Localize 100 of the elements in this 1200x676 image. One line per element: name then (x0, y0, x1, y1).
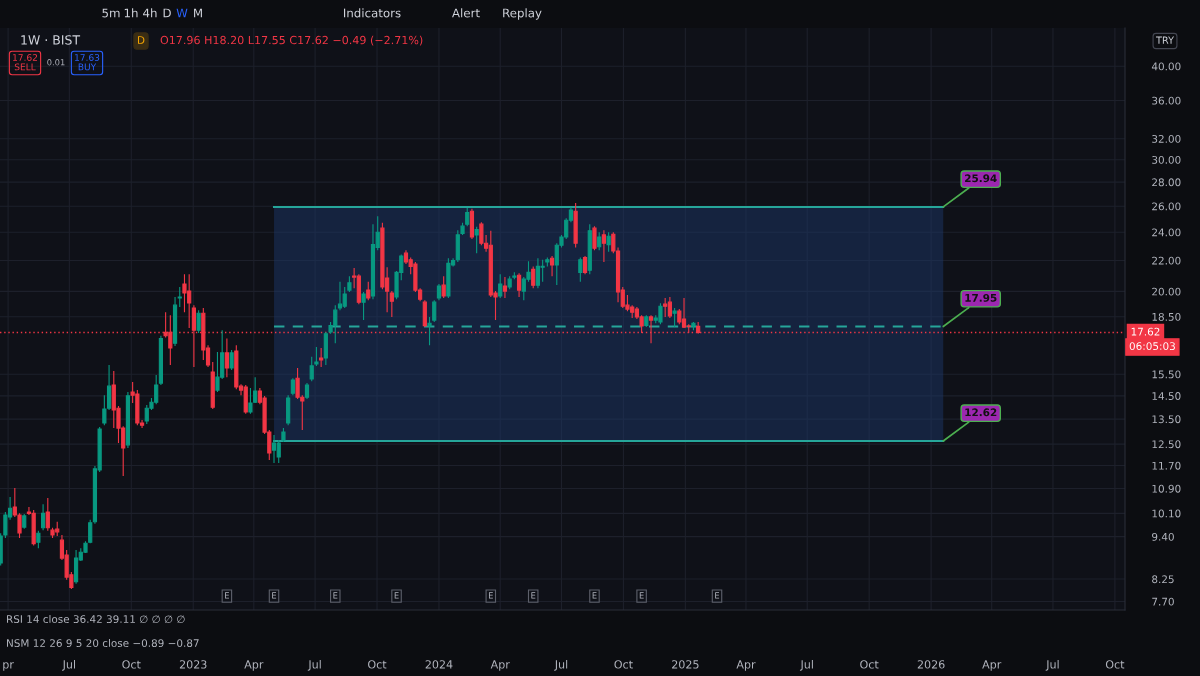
candlestick (460, 222, 465, 236)
candlestick (271, 434, 277, 464)
y-tick-label: 9.40 (1152, 532, 1174, 541)
candlestick (601, 229, 607, 263)
candlestick (498, 273, 503, 299)
candlestick (592, 225, 597, 251)
candlestick (304, 382, 310, 400)
candlestick (681, 297, 687, 329)
annotation: E (225, 592, 229, 599)
candlestick (441, 275, 446, 299)
x-tick-label: Jul (1045, 660, 1059, 671)
text: NSM 12 26 9 5 20 close −0.89 −0.87 (7, 638, 199, 648)
text: O17.96 H18.20 L17.55 C17.62 −0.49 (−2.71%) (160, 35, 423, 46)
text: Alert (452, 8, 480, 18)
candlestick (582, 255, 588, 275)
y-tick-label: 7.70 (1152, 597, 1174, 606)
candlestick (314, 346, 319, 367)
x-tick-label: Oct (368, 660, 387, 669)
candlestick (672, 307, 677, 328)
x-tick-label: pr (3, 662, 14, 671)
text: Indicators (344, 8, 401, 18)
x-tick-label: Jul (554, 660, 568, 671)
annotation: 17.95 (965, 293, 997, 302)
candlestick (40, 503, 46, 531)
candlestick (644, 314, 649, 328)
y-tick-label: 20.00 (1152, 287, 1181, 296)
candlestick (578, 256, 583, 283)
x-tick-label: Apr (982, 660, 1002, 671)
annotation: E (715, 592, 720, 599)
x-tick-label: Oct (614, 660, 633, 669)
x-tick-label: Apr (736, 660, 756, 671)
y-tick-label: 30.00 (1152, 155, 1181, 164)
y-tick-label: 13.50 (1152, 415, 1181, 424)
candlestick (573, 202, 578, 248)
candlestick (361, 291, 366, 321)
ref-line-label: 17.62 (1131, 327, 1160, 336)
text: Replay (503, 8, 542, 20)
x-tick-label: Oct (122, 660, 141, 669)
candlestick (281, 427, 286, 443)
candlestick (427, 316, 432, 346)
text: M (194, 8, 202, 18)
x-tick-label: 2026 (917, 660, 945, 669)
y-tick-label: 22.00 (1152, 256, 1181, 265)
candlestick (276, 439, 281, 464)
x-tick-label: Apr (244, 660, 264, 671)
y-tick-label: 8.25 (1152, 575, 1174, 584)
candlestick (507, 275, 512, 290)
candlestick (45, 497, 50, 532)
candlestick (290, 377, 295, 396)
candlestick (125, 391, 131, 449)
candlestick (342, 286, 347, 309)
x-tick-label: 2025 (672, 660, 699, 669)
candlestick (465, 207, 470, 227)
candlestick (422, 299, 427, 328)
x-tick-label: Oct (1105, 660, 1125, 669)
text: 1h (124, 8, 138, 18)
candlestick (436, 283, 442, 301)
candlestick (512, 271, 517, 280)
candlestick (545, 256, 550, 267)
candlestick (337, 281, 343, 311)
candlestick (347, 275, 352, 293)
candlestick (243, 384, 248, 415)
text: TRY (1155, 36, 1175, 44)
candlestick (455, 229, 460, 263)
text: 4h (143, 8, 157, 18)
candlestick (549, 255, 555, 277)
annotation: 25.94 (965, 174, 997, 183)
y-tick-label: 10.10 (1152, 509, 1181, 518)
y-tick-label: 26.00 (1152, 202, 1181, 211)
candlestick (158, 335, 164, 386)
candlestick (196, 309, 201, 334)
y-tick-label: 24.00 (1152, 228, 1181, 237)
y-tick-label: 40.00 (1151, 62, 1181, 71)
y-tick-label: 32.00 (1152, 134, 1181, 143)
candlestick (210, 361, 215, 410)
x-tick-label: Jul (307, 660, 321, 671)
candlestick (587, 223, 592, 275)
candlestick (229, 349, 234, 371)
candlestick (606, 231, 611, 253)
candlestick (177, 286, 182, 308)
candlestick (36, 530, 41, 549)
candlestick (531, 265, 536, 289)
candlestick (309, 356, 314, 382)
candlestick (31, 509, 36, 546)
y-tick-label: 15.50 (1152, 370, 1181, 379)
candlestick (667, 296, 672, 319)
x-tick-label: Apr (490, 660, 510, 671)
x-tick-label: 2023 (179, 660, 207, 669)
text: D (163, 8, 171, 18)
annotation: E (592, 592, 597, 599)
candlestick (535, 257, 541, 289)
candlestick (286, 394, 291, 426)
annotation: E (272, 592, 277, 599)
annotation: E (488, 592, 493, 599)
candlestick (319, 347, 324, 368)
text: 5m (102, 8, 120, 18)
annotation: E (394, 592, 399, 599)
x-tick-label: 2024 (425, 660, 453, 669)
candlestick (88, 519, 93, 544)
candlestick (73, 549, 79, 585)
